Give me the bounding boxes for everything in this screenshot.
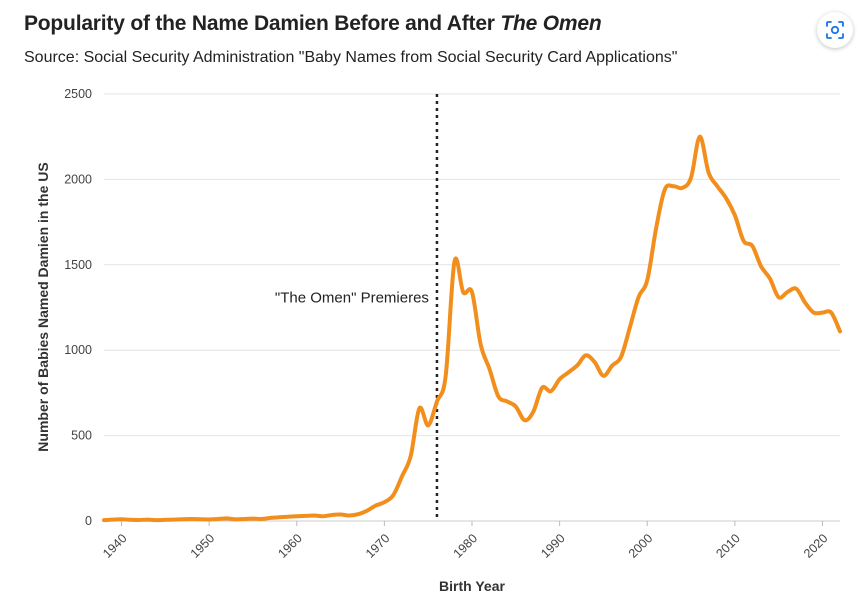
grid-lines (104, 93, 840, 522)
y-tick-label: 1500 (64, 258, 92, 272)
premiere-annotation: "The Omen" Premieres (275, 289, 429, 306)
y-tick-label: 2000 (64, 172, 92, 186)
x-tick-label: 1990 (538, 531, 568, 561)
y-tick-label: 0 (85, 514, 92, 528)
visual-search-icon (826, 21, 844, 39)
annotation-layer: "The Omen" Premieres (275, 94, 439, 521)
x-tick-label: 2000 (626, 531, 656, 561)
chart-title-italic: The Omen (500, 12, 602, 35)
y-tick-label: 2500 (64, 87, 92, 101)
x-tick-label: 2010 (713, 531, 743, 561)
y-tick-label: 1000 (64, 343, 92, 357)
chart-subtitle: Source: Social Security Administration "… (24, 49, 678, 66)
x-axis-ticks: 1940 1950 1960 1970 1980 1990 2000 2010 2020 (100, 521, 831, 561)
y-axis-ticks: 0 500 1000 1500 2000 2500 (64, 87, 92, 528)
x-axis-title: Birth Year (439, 578, 505, 594)
visual-search-button[interactable] (817, 12, 853, 48)
x-tick-label: 1970 (363, 531, 393, 561)
x-tick-label: 1940 (100, 531, 130, 561)
series-layer (102, 134, 842, 523)
x-tick-label: 1950 (188, 531, 218, 561)
x-tick-label: 1960 (275, 531, 305, 561)
x-tick-label: 2020 (801, 531, 831, 561)
y-tick-label: 500 (71, 429, 92, 443)
chart-title-main: Popularity of the Name Damien Before and… (24, 12, 501, 35)
series-line (102, 134, 842, 523)
chart-title: Popularity of the Name Damien Before and… (24, 12, 602, 36)
x-tick-label: 1980 (451, 531, 481, 561)
y-axis-title: Number of Babies Named Damien in the US (35, 162, 51, 451)
